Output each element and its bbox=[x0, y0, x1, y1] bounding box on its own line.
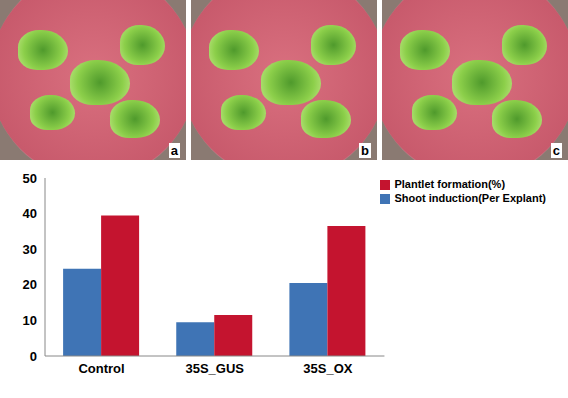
html-text:a: a bbox=[170, 143, 178, 158]
svg-text:50: 50 bbox=[23, 171, 37, 186]
svg-text:20: 20 bbox=[23, 277, 37, 292]
html-text:Shoot induction(Per Explant): Shoot induction(Per Explant) bbox=[394, 192, 546, 204]
html-text:Plantlet formation(%): Plantlet formation(%) bbox=[394, 178, 506, 190]
svg-text:0: 0 bbox=[30, 349, 37, 364]
svg-text:40: 40 bbox=[23, 206, 37, 221]
svg-text:30: 30 bbox=[23, 242, 37, 257]
svg-text:35S_OX: 35S_OX bbox=[303, 361, 352, 376]
svg-text:10: 10 bbox=[23, 313, 37, 328]
html-text:b: b bbox=[361, 143, 369, 158]
svg-text:35S_GUS: 35S_GUS bbox=[185, 361, 244, 376]
html-text:c: c bbox=[552, 143, 560, 158]
svg-text:Control: Control bbox=[78, 361, 124, 376]
